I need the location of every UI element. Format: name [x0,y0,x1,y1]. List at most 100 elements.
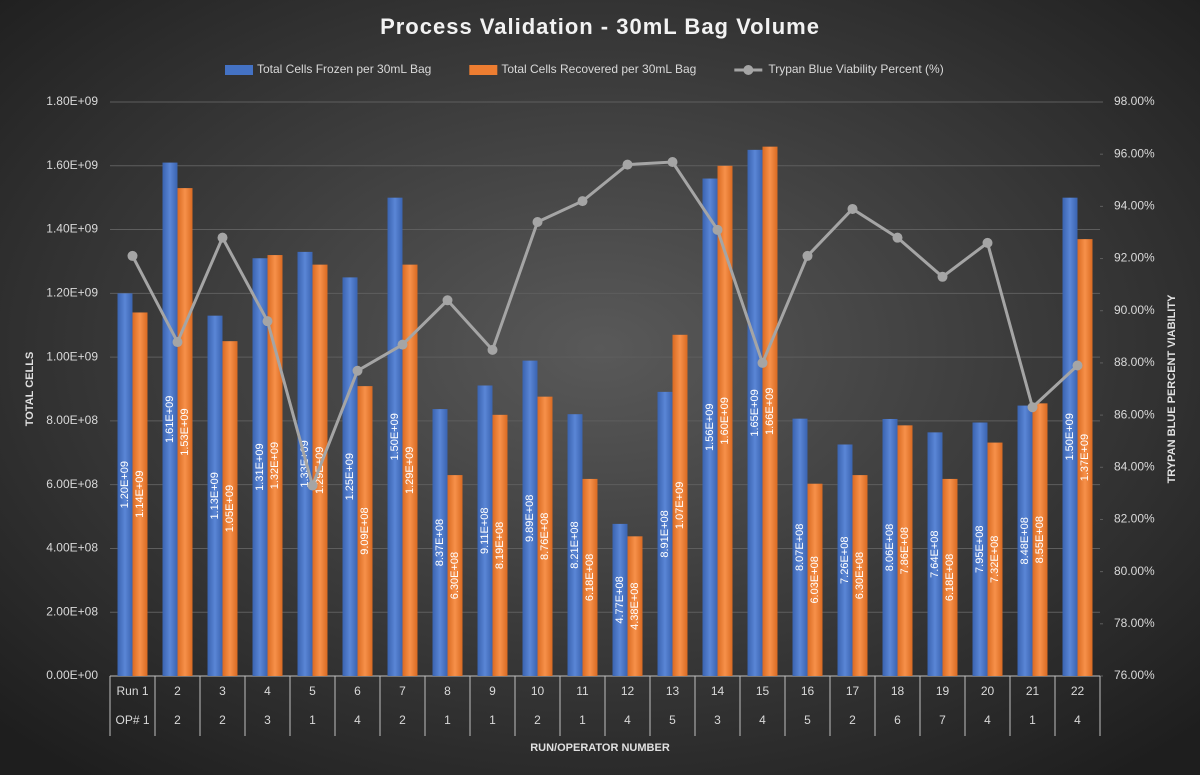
value-label: 6.30E+08 [854,552,866,599]
value-label: 8.55E+08 [1034,516,1046,563]
value-label: 1.37E+09 [1079,434,1091,481]
line-marker [217,232,228,243]
line-marker [1027,402,1038,413]
y2-tick-label: 80.00% [1114,564,1155,578]
operator-label: OP# 1 [115,713,149,727]
x-tick-label: 14 [711,684,725,698]
legend-swatch [743,65,754,75]
operator-label: 4 [354,713,361,727]
line-marker [712,224,723,235]
value-label: 1.32E+09 [269,442,281,489]
y2-tick-label: 86.00% [1114,407,1155,421]
bar [987,442,1003,676]
legend-label: Total Cells Recovered per 30mL Bag [501,62,696,76]
value-label: 1.50E+09 [389,413,401,460]
y2-tick-label: 84.00% [1114,459,1155,473]
bar [882,418,898,676]
value-label: 1.25E+09 [344,453,356,500]
operator-label: 3 [714,713,721,727]
operator-label: 1 [579,713,586,727]
operator-label: 1 [444,713,451,727]
y2-tick-label: 78.00% [1114,616,1155,630]
bar [1032,403,1048,676]
y-tick-label: 1.40E+09 [46,222,98,236]
bar [222,341,238,676]
bar [252,258,268,676]
value-label: 4.77E+08 [614,576,626,623]
y-tick-label: 0.00E+00 [46,668,98,682]
y-tick-label: 4.00E+08 [46,541,98,555]
line-marker [352,365,363,376]
value-label: 1.50E+09 [1064,413,1076,460]
value-label: 1.65E+09 [749,389,761,436]
y-tick-label: 2.00E+08 [46,604,98,618]
bar [747,149,763,677]
line-marker [1072,360,1083,371]
value-label: 8.21E+08 [569,521,581,568]
bar [432,409,448,676]
value-label: 8.37E+08 [434,519,446,566]
value-label: 1.61E+09 [164,396,176,443]
x-tick-label: 22 [1071,684,1085,698]
line [131,160,1079,491]
operator-label: 6 [894,713,901,727]
value-label: 1.20E+09 [119,461,131,508]
operator-label: 1 [309,713,316,727]
y-tick-label: 6.00E+08 [46,477,98,491]
value-label: 6.03E+08 [809,556,821,603]
y-axis-title: TOTAL CELLS [24,352,36,427]
bar [177,188,193,676]
x-tick-label: 6 [354,684,361,698]
bar [522,360,538,676]
bar [582,478,598,676]
x-tick-label: 21 [1026,684,1040,698]
x-tick-label: 8 [444,684,451,698]
operator-label: 4 [1074,713,1081,727]
x-tick-label: Run 1 [116,684,148,698]
value-label: 1.31E+09 [254,443,266,490]
y2-tick-label: 98.00% [1114,94,1155,108]
value-label: 6.18E+08 [944,554,956,601]
y2-tick-label: 82.00% [1114,512,1155,526]
bar [477,385,493,676]
y-tick-label: 1.20E+09 [46,286,98,300]
operator-label: 4 [624,713,631,727]
line-marker [982,237,993,248]
operator-label: 4 [759,713,766,727]
line-marker [442,295,453,306]
legend-swatch [469,65,498,75]
operator-label: 3 [264,713,271,727]
y2-tick-label: 88.00% [1114,355,1155,369]
x-axis-title: RUN/OPERATOR NUMBER [530,742,670,754]
x-tick-label: 15 [756,684,770,698]
operator-label: 7 [939,713,946,727]
operator-label: 1 [489,713,496,727]
x-tick-label: 5 [309,684,316,698]
bar [612,523,628,676]
value-label: 8.48E+08 [1019,517,1031,564]
bar [1017,405,1033,676]
bar [972,422,988,676]
operator-label: 5 [804,713,811,727]
line-marker [487,344,498,355]
value-label: 8.91E+08 [659,510,671,557]
line-marker [757,357,768,368]
value-label: 8.06E+08 [884,524,896,571]
legend-entry: Total Cells Frozen per 30mL Bag [225,62,431,76]
legend-label: Total Cells Frozen per 30mL Bag [257,62,431,76]
bar [717,165,733,676]
operator-label: 4 [984,713,991,727]
bar [1062,197,1078,676]
x-tick-label: 19 [936,684,950,698]
line-marker [892,232,903,243]
x-tick-label: 18 [891,684,905,698]
bar [852,475,868,676]
x-tick-label: 13 [666,684,680,698]
y2-axis-title: TRYPAN BLUE PERCENT VIABILITY [1166,294,1178,484]
y-tick-label: 1.00E+09 [46,349,98,363]
chart-title: Process Validation - 30mL Bag Volume [380,14,820,39]
value-label: 7.95E+08 [974,526,986,573]
x-tick-label: 20 [981,684,995,698]
line-marker [622,159,633,170]
